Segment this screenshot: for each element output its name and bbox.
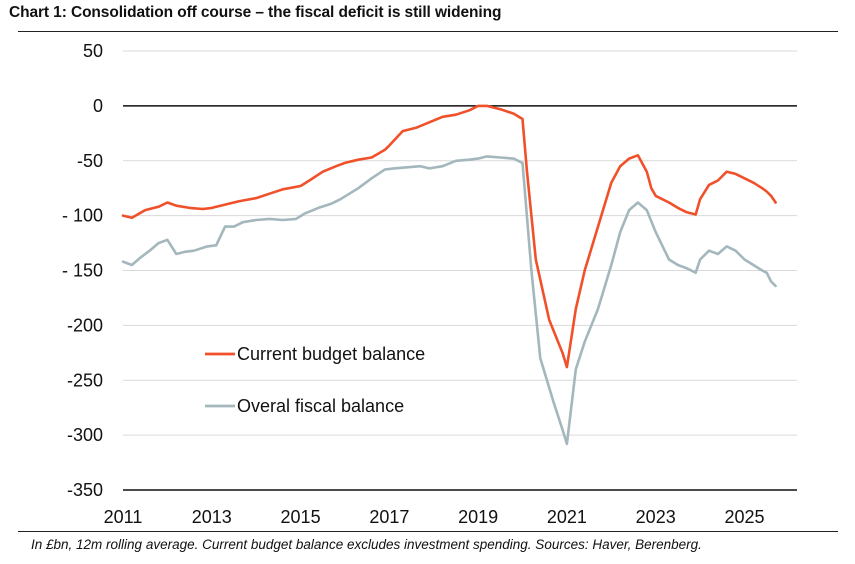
x-tick-label: 2021 <box>547 507 587 527</box>
y-tick-label: 0 <box>93 96 103 116</box>
legend: Current budget balance Overal fiscal bala… <box>205 344 425 416</box>
series-line-1 <box>121 155 777 446</box>
x-axis-ticks: 2011 2013 2015 2017 2019 2021 2023 2025 <box>104 507 765 527</box>
series-line-0 <box>121 104 777 369</box>
x-tick-label: 2025 <box>724 507 764 527</box>
y-tick-label: -300 <box>67 425 103 445</box>
x-tick-label: 2017 <box>369 507 409 527</box>
x-tick-label: 2013 <box>192 507 232 527</box>
legend-label: Overal fiscal balance <box>237 396 404 416</box>
chart-title: Chart 1: Consolidation off course – the … <box>9 4 502 21</box>
legend-label: Current budget balance <box>237 344 425 364</box>
gridlines <box>123 50 797 436</box>
x-tick-label: 2015 <box>281 507 321 527</box>
x-tick-label: 2023 <box>636 507 676 527</box>
x-tick-label: 2019 <box>458 507 498 527</box>
y-tick-label: 50 <box>83 41 103 61</box>
source-note: In £bn, 12m rolling average. Current bud… <box>31 537 702 552</box>
top-rule <box>18 31 838 32</box>
bottom-rule <box>18 531 838 532</box>
y-tick-label: -50 <box>77 151 103 171</box>
y-tick-label: - 150 <box>62 261 103 281</box>
y-tick-label: - 100 <box>62 206 103 226</box>
series-lines <box>121 104 777 446</box>
y-tick-label: -350 <box>67 480 103 500</box>
x-tick-label: 2011 <box>104 507 143 527</box>
y-tick-label: -250 <box>67 370 103 390</box>
y-axis-ticks: 50 0 -50 - 100 - 150 -200 -250 -300 -350 <box>62 41 103 500</box>
y-tick-label: -200 <box>67 315 103 335</box>
